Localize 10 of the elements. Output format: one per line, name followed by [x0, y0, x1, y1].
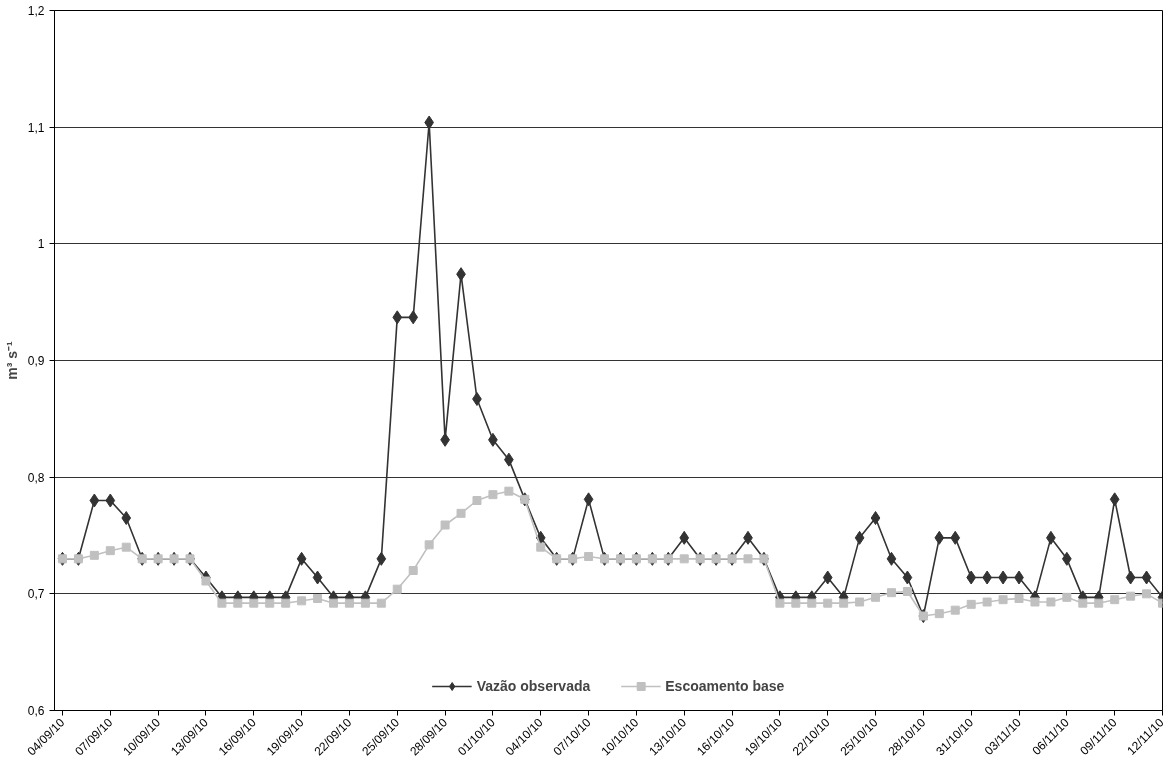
y-tick-label: 0,6: [27, 704, 45, 718]
legend-label: Escoamento base: [665, 678, 785, 694]
y-tick-label: 0,9: [27, 354, 45, 368]
y-tick-label: 1,2: [27, 4, 45, 18]
y-tick-label: 1: [37, 237, 45, 252]
y-tick-label: 0,8: [27, 470, 45, 485]
legend-label: Vazão observada: [476, 678, 591, 694]
y-tick-label: 1,1: [27, 120, 45, 135]
y-axis-title: m³ s⁻¹: [3, 340, 20, 380]
y-tick-label: 0,7: [27, 587, 45, 602]
